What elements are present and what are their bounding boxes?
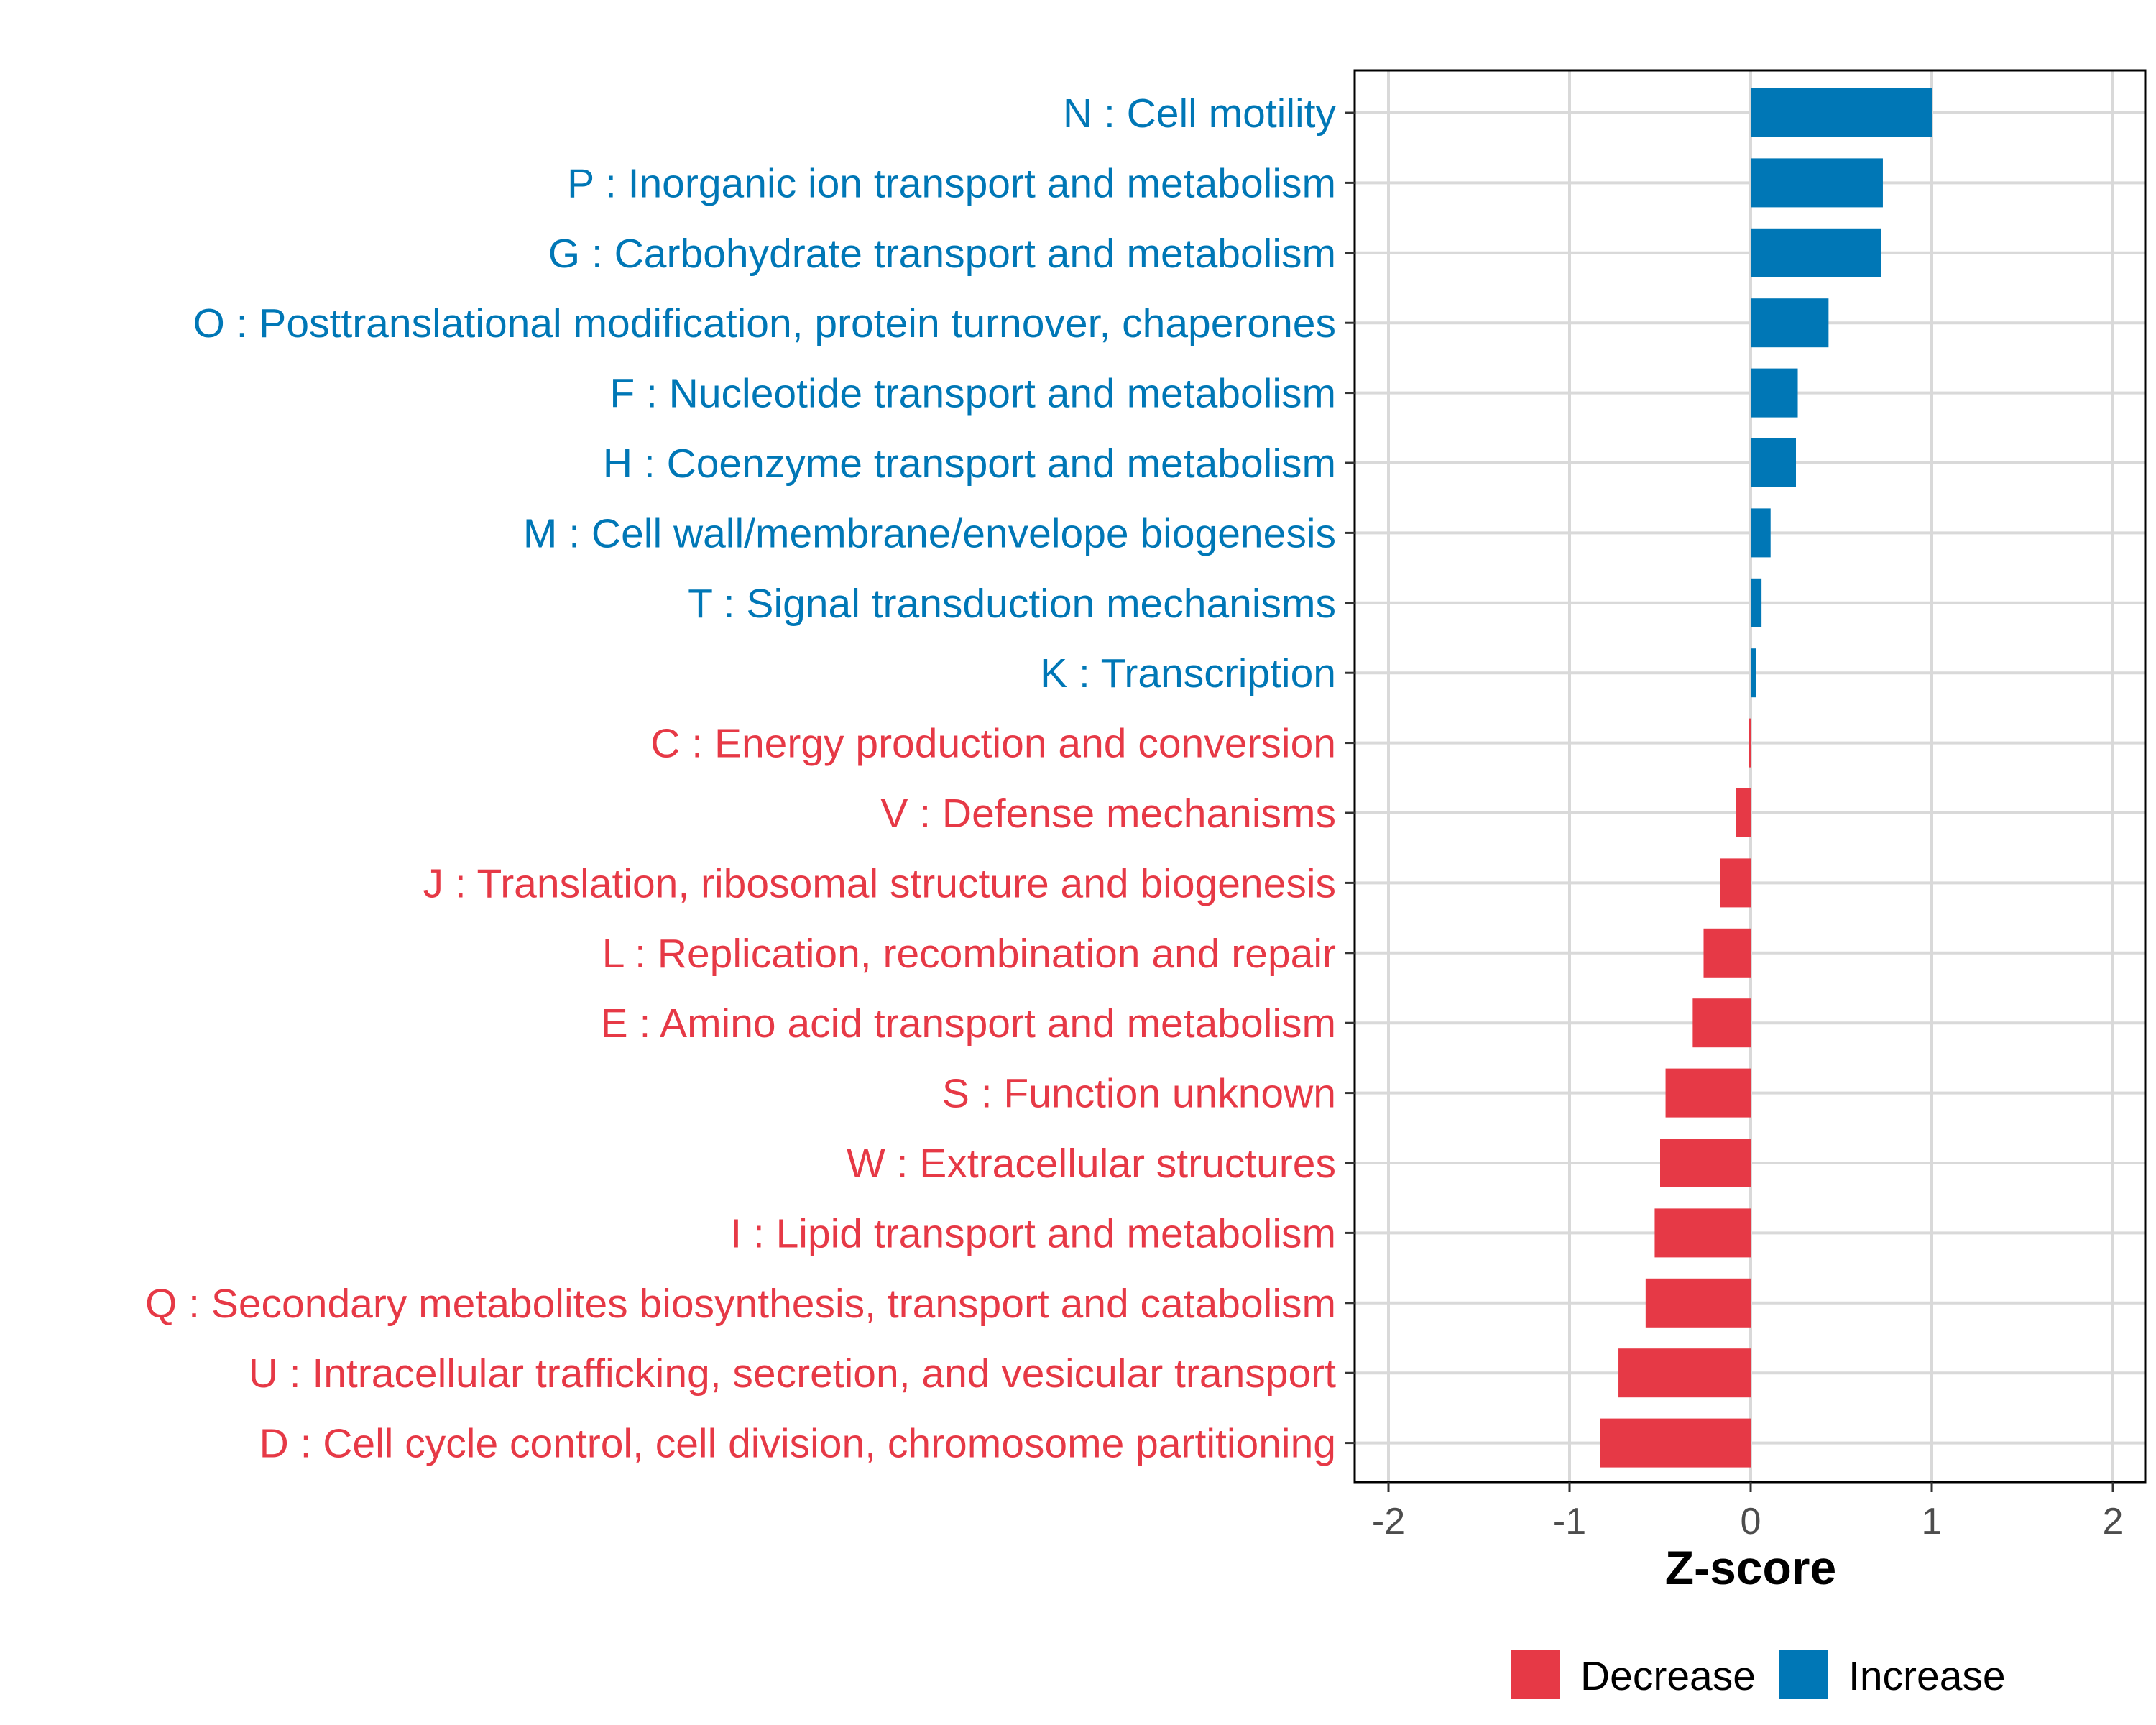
bar-9 bbox=[1749, 718, 1751, 768]
x-tick-label-0: -2 bbox=[1372, 1501, 1405, 1542]
category-label-16: I : Lipid transport and metabolism bbox=[730, 1210, 1336, 1256]
legend-swatch-decrease bbox=[1511, 1650, 1560, 1699]
x-tick-label-4: 2 bbox=[2103, 1501, 2124, 1542]
bar-14 bbox=[1665, 1068, 1751, 1118]
x-tick-label-1: -1 bbox=[1553, 1501, 1586, 1542]
bar-13 bbox=[1692, 998, 1751, 1048]
category-label-8: K : Transcription bbox=[1040, 650, 1336, 696]
category-label-10: V : Defense mechanisms bbox=[880, 791, 1336, 837]
category-label-12: L : Replication, recombination and repai… bbox=[602, 931, 1336, 977]
bar-11 bbox=[1720, 858, 1751, 908]
legend-label-increase: Increase bbox=[1848, 1653, 2006, 1699]
x-tick-label-3: 1 bbox=[1922, 1501, 1943, 1542]
x-axis-title: Z-score bbox=[1665, 1541, 1836, 1594]
bar-10 bbox=[1736, 788, 1751, 837]
category-label-4: F : Nucleotide transport and metabolism bbox=[609, 371, 1336, 417]
bar-5 bbox=[1751, 438, 1796, 487]
bar-16 bbox=[1654, 1208, 1751, 1258]
category-label-2: G : Carbohydrate transport and metabolis… bbox=[548, 231, 1336, 277]
bar-17 bbox=[1645, 1278, 1751, 1328]
category-label-11: J : Translation, ribosomal structure and… bbox=[423, 860, 1336, 906]
category-label-18: U : Intracellular trafficking, secretion… bbox=[249, 1351, 1336, 1397]
grid bbox=[1355, 70, 2145, 1482]
category-label-15: W : Extracellular structures bbox=[847, 1141, 1336, 1187]
category-label-3: O : Posttranslational modification, prot… bbox=[193, 300, 1336, 346]
bar-19 bbox=[1600, 1418, 1751, 1468]
bars bbox=[1600, 88, 1932, 1468]
bar-4 bbox=[1751, 368, 1798, 418]
category-label-6: M : Cell wall/membrane/envelope biogenes… bbox=[523, 510, 1336, 556]
y-axis-labels: N : Cell motility P : Inorganic ion trans… bbox=[145, 91, 1355, 1467]
bar-12 bbox=[1703, 928, 1751, 978]
bar-0 bbox=[1751, 88, 1932, 137]
legend-label-decrease: Decrease bbox=[1580, 1653, 1756, 1699]
x-tick-label-2: 0 bbox=[1741, 1501, 1761, 1542]
category-label-5: H : Coenzyme transport and metabolism bbox=[603, 441, 1336, 487]
category-label-7: T : Signal transduction mechanisms bbox=[688, 581, 1336, 627]
category-label-13: E : Amino acid transport and metabolism bbox=[601, 1000, 1336, 1046]
bar-7 bbox=[1751, 578, 1762, 627]
bar-1 bbox=[1751, 158, 1883, 208]
bar-6 bbox=[1751, 508, 1771, 558]
category-label-1: P : Inorganic ion transport and metaboli… bbox=[567, 160, 1336, 206]
category-label-0: N : Cell motility bbox=[1063, 91, 1337, 137]
bar-2 bbox=[1751, 228, 1881, 277]
category-label-14: S : Function unknown bbox=[942, 1071, 1336, 1117]
category-label-9: C : Energy production and conversion bbox=[650, 721, 1336, 767]
bar-3 bbox=[1751, 298, 1829, 348]
x-axis-ticks: -2 -1 0 1 2 bbox=[1372, 1482, 2124, 1542]
category-label-19: D : Cell cycle control, cell division, c… bbox=[259, 1421, 1336, 1467]
legend-swatch-increase bbox=[1779, 1650, 1828, 1699]
bar-15 bbox=[1660, 1138, 1751, 1187]
bar-8 bbox=[1751, 648, 1756, 698]
legend: Decrease Increase bbox=[1511, 1650, 2006, 1699]
category-label-17: Q : Secondary metabolites biosynthesis, … bbox=[145, 1281, 1336, 1327]
bar-18 bbox=[1618, 1348, 1751, 1398]
